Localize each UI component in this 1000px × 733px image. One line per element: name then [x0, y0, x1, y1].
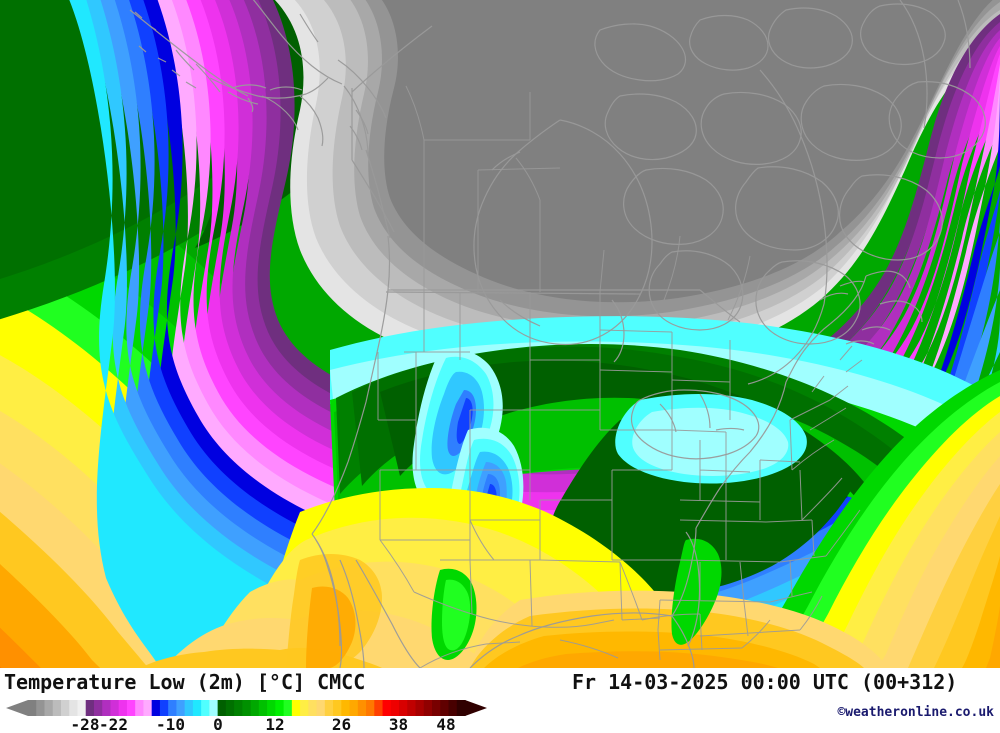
colorbar-tick-label: 26: [331, 715, 352, 733]
colorbar-swatch: [102, 700, 112, 716]
colorbar-swatch: [275, 700, 285, 716]
map-footer: Temperature Low (2m) [°C] CMCC Fr 14-03-…: [0, 668, 1000, 733]
colorbar-swatch: [374, 700, 384, 716]
forecast-run-label: Fr 14-03-2025 00:00 UTC (00+312): [572, 670, 958, 694]
copyright-notice: ©weatheronline.co.uk: [837, 705, 994, 720]
colorbar-swatch: [209, 700, 219, 716]
colorbar-swatch: [333, 700, 342, 716]
colorbar-swatch: [382, 700, 392, 716]
colorbar-tick-label: -10: [156, 715, 185, 733]
colorbar-swatch: [448, 700, 458, 716]
colorbar-swatch: [168, 700, 178, 716]
colorbar-svg: [6, 700, 487, 716]
colorbar-swatch: [291, 700, 301, 716]
colorbar-swatch: [110, 700, 120, 716]
colorbar-swatch: [267, 700, 276, 716]
colorbar-swatch: [159, 700, 169, 716]
colorbar-tick-label: 38: [388, 715, 409, 733]
colorbar-swatch: [143, 700, 153, 716]
colorbar-swatch: [151, 700, 161, 716]
colorbar-swatch: [415, 700, 425, 716]
colorbar-swatch: [118, 700, 128, 716]
colorbar-swatch: [341, 700, 351, 716]
colorbar-tick-label: 48: [436, 715, 456, 733]
colorbar-swatch: [225, 700, 235, 716]
colorbar-swatch: [432, 700, 441, 716]
colorbar-swatch: [456, 700, 466, 716]
colorbar-swatch: [77, 700, 87, 716]
colorbar-swatch: [308, 700, 318, 716]
temperature-colorbar[interactable]: [0, 698, 500, 718]
colorbar-swatch: [60, 700, 70, 716]
colorbar-swatch: [85, 700, 95, 716]
colorbar-tick-label: 0: [213, 715, 223, 733]
colorbar-high-arrow: [465, 700, 487, 716]
colorbar-swatch: [184, 700, 194, 716]
colorbar-tick-label: -28: [70, 715, 100, 733]
colorbar-swatch: [399, 700, 408, 716]
colorbar-swatch: [316, 700, 326, 716]
colorbar-swatch: [440, 700, 450, 716]
colorbar-swatch: [36, 700, 46, 716]
colorbar-swatch: [366, 700, 375, 716]
colorbar-swatch: [423, 700, 433, 716]
colorbar-swatch: [250, 700, 260, 716]
colorbar-swatch: [176, 700, 186, 716]
colorbar-swatch: [300, 700, 309, 716]
colorbar-swatch: [234, 700, 243, 716]
colorbar-swatch: [135, 700, 145, 716]
colorbar-swatch: [126, 700, 136, 716]
colorbar-swatch: [390, 700, 400, 716]
colorbar-tick-label: -22: [99, 715, 128, 733]
temperature-field-svg: [0, 0, 1000, 668]
colorbar-swatch: [93, 700, 103, 716]
colorbar-low-arrow: [6, 700, 28, 716]
colorbar-swatch: [357, 700, 367, 716]
colorbar-swatch: [44, 700, 54, 716]
page-title: Temperature Low (2m) [°C] CMCC: [4, 670, 366, 694]
colorbar-swatch: [69, 700, 79, 716]
colorbar-swatch: [349, 700, 359, 716]
colorbar-swatch: [283, 700, 293, 716]
colorbar-tick-labels: -28 -22 -10 0 12 26 38 48: [0, 715, 500, 733]
colorbar-swatch: [217, 700, 227, 716]
colorbar-swatch: [28, 700, 37, 716]
colorbar-swatch: [258, 700, 268, 716]
colorbar-swatch: [201, 700, 210, 716]
temperature-map[interactable]: [0, 0, 1000, 668]
colorbar-swatch: [407, 700, 417, 716]
colorbar-swatch: [192, 700, 202, 716]
colorbar-tick-label: 12: [265, 715, 285, 733]
colorbar-swatch: [52, 700, 62, 716]
colorbar-swatch: [324, 700, 334, 716]
colorbar-swatch: [242, 700, 252, 716]
